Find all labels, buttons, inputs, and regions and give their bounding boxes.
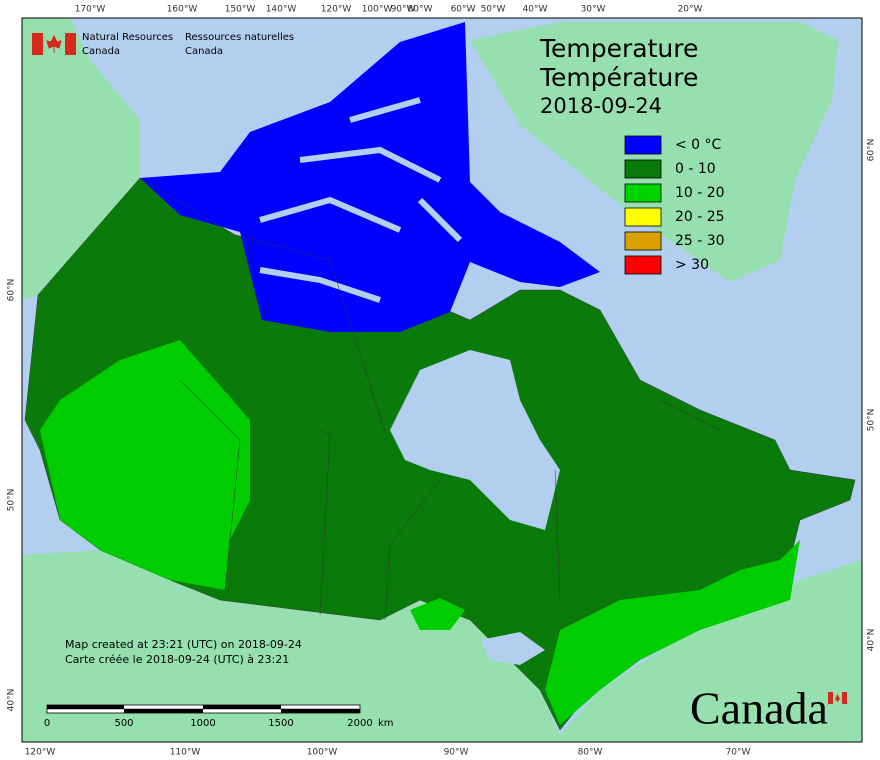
graticule-label: 40°W xyxy=(523,5,548,15)
graticule-label: 150°W xyxy=(225,5,256,15)
graticule-label: 80°W xyxy=(408,5,433,15)
title-date: 2018-09-24 xyxy=(540,94,662,118)
legend-swatch xyxy=(624,159,662,179)
note: Carte créée le 2018-09-24 (UTC) à 23:21 xyxy=(65,653,289,666)
legend-swatch xyxy=(624,207,662,227)
org-en: Natural Resources xyxy=(82,32,173,43)
usa xyxy=(22,550,862,742)
scale-label: 0 xyxy=(44,718,50,729)
legend-swatch xyxy=(624,135,662,155)
org-fr: Ressources naturelles xyxy=(185,32,294,43)
alaska xyxy=(22,18,140,300)
arctic-channels xyxy=(259,97,463,303)
maple-leaf xyxy=(835,694,840,702)
wordmark-flag xyxy=(828,692,847,704)
arctic-cold xyxy=(140,22,600,332)
warm-lake-superior-area xyxy=(410,598,465,630)
flag-bar xyxy=(65,33,76,55)
legend-label: 25 - 30 xyxy=(675,233,725,249)
scale-segment xyxy=(281,709,360,713)
scale-segment xyxy=(124,709,203,713)
graticule-label: 50°W xyxy=(481,5,506,15)
graticule-label: 40°N xyxy=(867,629,877,652)
legend-label: > 30 xyxy=(675,257,709,273)
scale-label: 1000 xyxy=(190,718,215,729)
scale-unit: km xyxy=(378,718,394,729)
graticule-label: 50°N xyxy=(867,409,877,432)
graticule-label: 170°W xyxy=(75,5,106,15)
scale-label: 1500 xyxy=(268,718,293,729)
graticule-label: 100°W xyxy=(307,748,338,758)
scale-label: 2000 xyxy=(347,718,372,729)
graticule-label: 160°W xyxy=(167,5,198,15)
flag-bar xyxy=(842,692,847,704)
graticule-label: 20°W xyxy=(678,5,703,15)
org-en: Canada xyxy=(82,46,120,57)
scale-label: 500 xyxy=(114,718,133,729)
scale-segment xyxy=(203,705,281,709)
graticule-label: 120°W xyxy=(25,748,56,758)
graticule-label: 60°N xyxy=(7,279,17,302)
legend-swatch xyxy=(624,255,662,275)
scale-segment xyxy=(47,705,124,709)
graticule-label: 140°W xyxy=(266,5,297,15)
graticule-label: 50°N xyxy=(7,489,17,512)
legend-swatch xyxy=(624,183,662,203)
graticule-label: 120°W xyxy=(321,5,352,15)
graticule-label: 40°N xyxy=(7,689,17,712)
warm-east xyxy=(545,540,800,725)
wordmark: Canada xyxy=(690,683,828,734)
maple-leaf xyxy=(46,34,62,53)
graticule-label: 110°W xyxy=(170,748,201,758)
legend-label: 10 - 20 xyxy=(675,185,725,201)
graticule-label: 60°N xyxy=(867,139,877,162)
title-en: Temperature xyxy=(539,34,698,63)
graticule-label: 70°W xyxy=(726,748,751,758)
title-fr: Température xyxy=(539,63,698,92)
map-frame xyxy=(21,17,863,743)
legend-label: 20 - 25 xyxy=(675,209,725,225)
legend-swatch xyxy=(624,231,662,251)
org-fr: Canada xyxy=(185,46,223,57)
legend-label: < 0 °C xyxy=(675,137,722,153)
great-lakes xyxy=(480,632,545,665)
graticule-label: 80°W xyxy=(578,748,603,758)
graticule-label: 90°W xyxy=(391,5,416,15)
graticule-label: 60°W xyxy=(451,5,476,15)
graticule-label: 90°W xyxy=(444,748,469,758)
provincial-borders xyxy=(139,177,721,621)
graticule-label: 100°W xyxy=(362,5,393,15)
warm-west xyxy=(40,340,250,590)
flag-bar xyxy=(32,33,43,55)
flag-bar xyxy=(828,692,833,704)
hudson-bay xyxy=(390,350,560,530)
logo xyxy=(32,33,76,55)
legend-label: 0 - 10 xyxy=(675,161,716,177)
note: Map created at 23:21 (UTC) on 2018-09-24 xyxy=(65,638,302,651)
graticule-label: 30°W xyxy=(581,5,606,15)
